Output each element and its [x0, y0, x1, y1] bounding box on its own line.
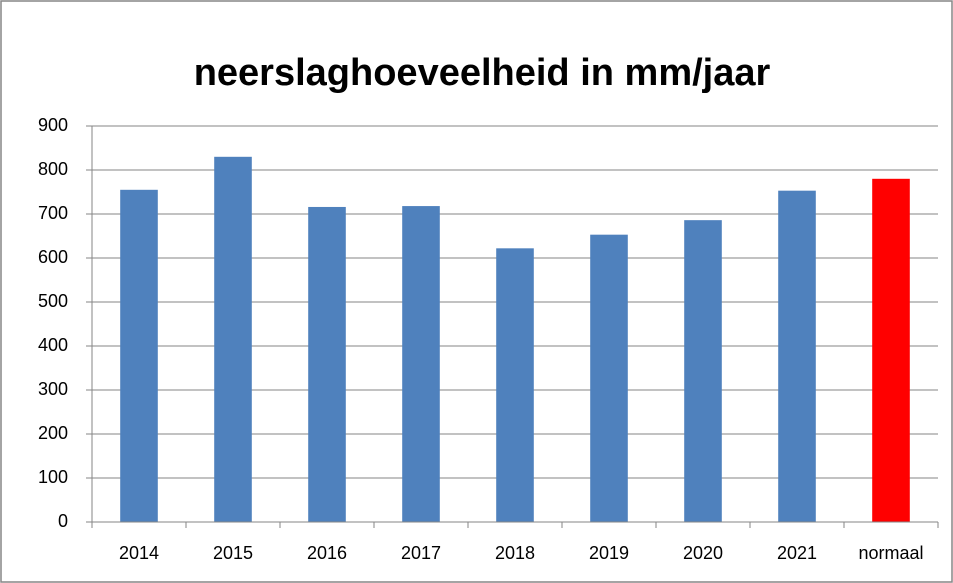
- x-tick-label: 2019: [589, 543, 629, 563]
- y-tick-label: 0: [58, 511, 68, 531]
- x-tick-label: 2020: [683, 543, 723, 563]
- bar: [684, 220, 722, 522]
- bar: [778, 190, 816, 522]
- y-tick-label: 800: [38, 159, 68, 179]
- bar: [590, 234, 628, 522]
- bar: [402, 206, 440, 522]
- bar: [120, 189, 158, 523]
- x-tick-label: 2016: [307, 543, 347, 563]
- y-tick-label: 900: [38, 115, 68, 135]
- y-tick-label: 200: [38, 423, 68, 443]
- bar: [496, 248, 534, 522]
- y-tick-label: 400: [38, 335, 68, 355]
- y-tick-label: 500: [38, 291, 68, 311]
- x-tick-label: 2017: [401, 543, 441, 563]
- x-tick-label: 2018: [495, 543, 535, 563]
- x-tick-label: normaal: [858, 543, 923, 563]
- x-tick-label: 2014: [119, 543, 159, 563]
- chart-title: neerslaghoeveelheid in mm/jaar: [194, 52, 771, 94]
- y-tick-label: 600: [38, 247, 68, 267]
- x-tick-label: 2021: [777, 543, 817, 563]
- x-tick-label: 2015: [213, 543, 253, 563]
- bar: [308, 206, 346, 522]
- bar: [872, 178, 910, 523]
- y-tick-label: 100: [38, 467, 68, 487]
- bar: [214, 156, 252, 523]
- y-tick-label: 300: [38, 379, 68, 399]
- y-tick-label: 700: [38, 203, 68, 223]
